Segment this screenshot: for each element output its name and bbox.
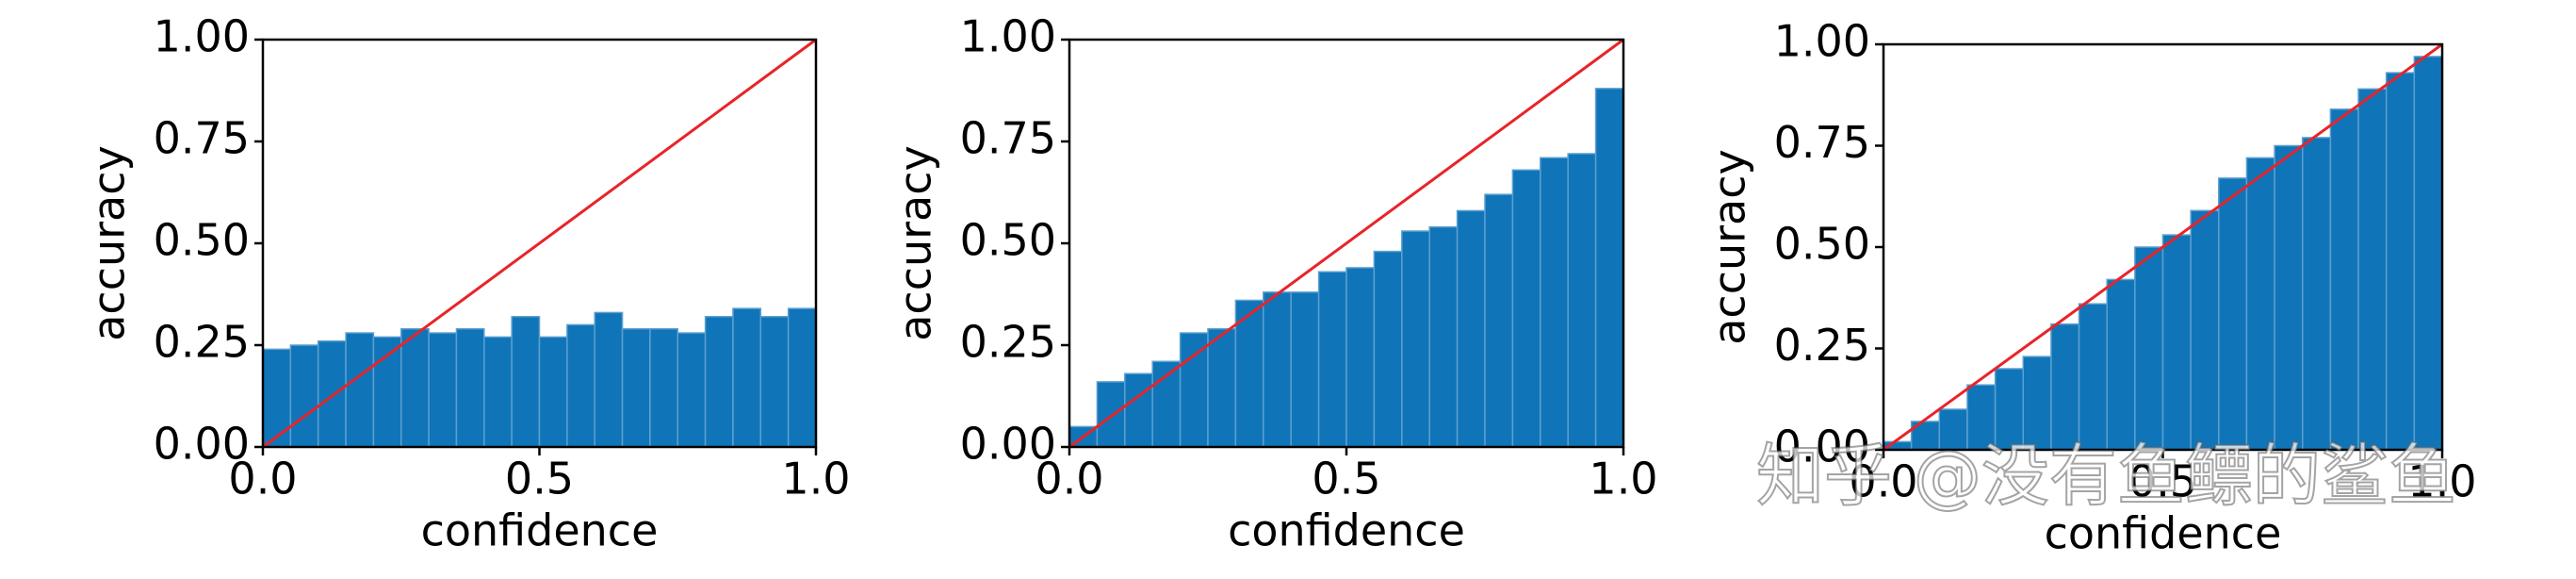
bar	[372, 336, 402, 448]
x-tick-label: 1.0	[781, 454, 850, 505]
bar	[1456, 209, 1486, 448]
x-tick-label: 0.0	[1849, 456, 1917, 507]
y-tick-label: 0.00	[1774, 422, 1870, 472]
bar	[2357, 88, 2388, 451]
bar	[621, 327, 651, 448]
bar	[262, 348, 292, 448]
x-tick-label: 0.5	[505, 454, 574, 505]
watermark: 知乎 @没有鱼鳔的鲨鱼	[1756, 437, 2456, 516]
bar	[455, 327, 485, 448]
bar	[1511, 169, 1541, 448]
bar	[289, 344, 319, 448]
x-axis-label: confidence	[1228, 505, 1465, 556]
bar	[2245, 157, 2275, 451]
bar	[594, 311, 624, 448]
bar	[483, 336, 513, 448]
bar	[1124, 372, 1153, 448]
reference-line	[1883, 42, 2443, 452]
bar	[1096, 381, 1126, 448]
bar	[566, 323, 595, 448]
bar	[1401, 230, 1430, 448]
y-axis-label: accuracy	[84, 145, 135, 341]
bar	[2161, 234, 2192, 451]
y-tick-label: 0.50	[960, 215, 1056, 266]
y-tick-label: 0.25	[1774, 320, 1870, 371]
bar	[2274, 144, 2304, 451]
bar	[2190, 209, 2220, 451]
y-tick-label: 0.75	[1774, 117, 1870, 168]
bar	[1938, 408, 1968, 451]
bar	[2413, 56, 2443, 451]
bar	[511, 316, 541, 448]
bar	[759, 316, 790, 448]
y-axis-label: accuracy	[890, 145, 941, 341]
x-tick-label: 0.5	[2128, 456, 2197, 507]
bar	[2134, 246, 2164, 451]
bar	[1207, 327, 1237, 448]
bar	[1373, 250, 1403, 448]
reference-line	[262, 38, 817, 449]
bar	[1994, 368, 2025, 451]
bar	[1567, 153, 1597, 448]
bar	[2022, 356, 2052, 451]
reference-line	[1068, 38, 1624, 449]
bar	[317, 339, 347, 448]
y-tick-label: 0.75	[960, 113, 1056, 164]
bar	[1317, 271, 1347, 448]
x-tick-label: 0.0	[228, 454, 297, 505]
y-tick-label: 0.25	[154, 317, 250, 368]
bar	[732, 307, 762, 448]
y-tick-label: 0.00	[154, 419, 250, 470]
bar	[2218, 177, 2248, 451]
bar	[345, 332, 375, 448]
bar	[2106, 278, 2136, 451]
bar	[787, 307, 817, 448]
bar	[400, 327, 430, 448]
bar	[1428, 225, 1459, 448]
y-tick-label: 0.50	[154, 215, 250, 266]
bar	[1179, 332, 1209, 448]
y-tick-label: 1.00	[154, 11, 250, 62]
bar	[428, 332, 458, 448]
y-axis-label: accuracy	[1704, 149, 1755, 345]
bar	[2050, 323, 2080, 451]
y-tick-label: 0.00	[960, 419, 1056, 470]
y-tick-label: 1.00	[960, 11, 1056, 62]
x-axis-label: confidence	[421, 505, 659, 556]
bar	[1594, 88, 1624, 448]
bar	[704, 316, 734, 448]
x-tick-label: 1.0	[2407, 456, 2476, 507]
x-axis-label: confidence	[2045, 508, 2282, 559]
bar	[2078, 303, 2108, 451]
bar	[2302, 137, 2332, 451]
bar	[2385, 72, 2416, 451]
x-tick-label: 1.0	[1589, 454, 1657, 505]
bar	[1263, 291, 1292, 448]
bar	[2329, 108, 2359, 451]
y-tick-label: 1.00	[1774, 16, 1870, 67]
bar	[649, 327, 679, 448]
bar	[1540, 157, 1569, 448]
x-tick-label: 0.5	[1312, 454, 1380, 505]
y-tick-label: 0.50	[1774, 219, 1870, 270]
bar	[1290, 291, 1320, 448]
bar	[1345, 267, 1376, 448]
x-tick-label: 0.0	[1035, 454, 1103, 505]
y-tick-label: 0.75	[154, 113, 250, 164]
y-tick-label: 0.25	[960, 317, 1056, 368]
bar	[538, 336, 568, 448]
bar	[677, 332, 707, 448]
bar	[1484, 193, 1514, 448]
